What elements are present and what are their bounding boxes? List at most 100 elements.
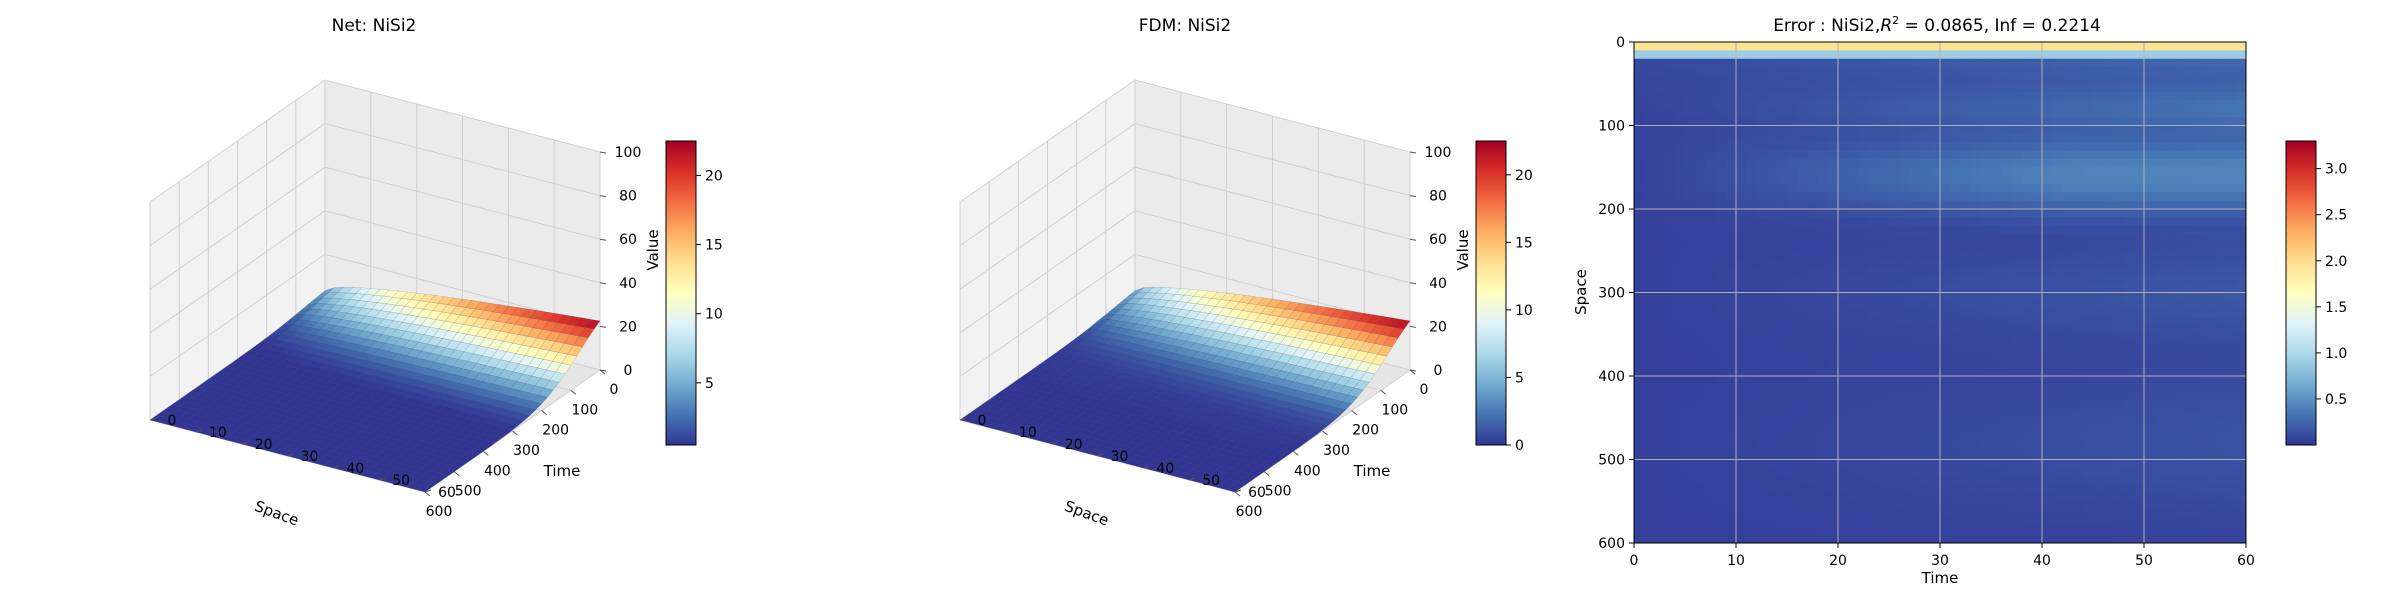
- heat-cell: [1674, 350, 1686, 360]
- heat-cell: [2031, 267, 2043, 277]
- heat-cell: [2225, 58, 2237, 68]
- heat-cell: [1838, 376, 1849, 385]
- heat-cell: [1929, 284, 1941, 294]
- surface-cell: [485, 436, 502, 444]
- heat-cell: [1899, 275, 1910, 285]
- surface-cell: [252, 369, 269, 377]
- heat-cell: [1644, 259, 1655, 269]
- heat-cell: [2154, 426, 2165, 436]
- heat-cell: [1634, 242, 1645, 252]
- heat-cell: [2123, 325, 2135, 335]
- heat-cell: [1715, 334, 1727, 344]
- heat-cell: [2042, 192, 2053, 202]
- heat-cell: [2021, 75, 2033, 85]
- heat-cell: [2113, 217, 2125, 227]
- heat-cell: [2225, 83, 2237, 93]
- heat-cell: [1980, 350, 1992, 360]
- heat-cell: [2082, 225, 2094, 235]
- surface-cell: [261, 372, 279, 380]
- heat-cell: [1929, 175, 1941, 185]
- heat-cell: [1889, 242, 1900, 252]
- heat-cell: [2225, 267, 2237, 277]
- heat-cell: [2184, 183, 2196, 193]
- heat-cell: [1807, 442, 1819, 452]
- heat-cell: [1940, 67, 1951, 76]
- heat-cell: [2225, 217, 2237, 227]
- heat-cell: [2103, 367, 2114, 377]
- heat-cell: [1746, 217, 1757, 227]
- heat-cell: [2133, 300, 2145, 310]
- surface-cell: [1318, 324, 1335, 335]
- surface-cell: [1168, 293, 1185, 302]
- heat-cell: [1736, 108, 1747, 118]
- heat-cell: [2021, 309, 2033, 319]
- heat-cell: [1746, 384, 1757, 394]
- heat-cell: [2235, 417, 2246, 427]
- heat-cell: [1848, 342, 1859, 352]
- surface-cell: [301, 388, 319, 396]
- heat-cell: [1776, 434, 1788, 444]
- heat-cell: [1817, 317, 1829, 327]
- heat-cell: [1664, 284, 1676, 294]
- heat-cell: [2093, 325, 2104, 335]
- heat-cell: [1909, 392, 1921, 402]
- surface-cell: [1239, 319, 1256, 330]
- heat-cell: [2154, 376, 2165, 385]
- heat-cell: [1878, 83, 1890, 93]
- heat-cell: [1644, 133, 1655, 143]
- heat-cell: [2174, 142, 2186, 152]
- heat-cell: [1685, 359, 1696, 369]
- y-tick: [287, 453, 294, 457]
- heat-cell: [1940, 209, 1951, 218]
- heat-cell: [2103, 292, 2114, 302]
- heat-cell: [1695, 334, 1706, 344]
- heat-cell: [1970, 167, 1982, 177]
- heat-cell: [1664, 183, 1676, 193]
- heat-cell: [1776, 342, 1788, 352]
- heat-cell: [1787, 192, 1798, 202]
- heat-cell: [1970, 133, 1982, 143]
- heat-cell: [2011, 309, 2023, 319]
- heat-cell: [1827, 150, 1839, 160]
- surface-cell: [1284, 395, 1301, 404]
- heat-cell: [2082, 217, 2094, 227]
- heat-cell: [1940, 367, 1951, 377]
- heat-cell: [1736, 292, 1747, 302]
- heat-cell: [1756, 142, 1768, 152]
- heat-cell: [1817, 342, 1829, 352]
- heat-cell: [1756, 133, 1768, 143]
- heat-cell: [2082, 50, 2094, 60]
- heat-cell: [1858, 275, 1870, 285]
- heat-cell: [1685, 83, 1696, 93]
- surface-cell: [1190, 303, 1207, 313]
- heat-cell: [1868, 183, 1880, 193]
- heat-cell: [1878, 67, 1890, 76]
- heat-cell: [1634, 125, 1645, 135]
- heat-cell: [2144, 125, 2155, 135]
- heat-cell: [1868, 133, 1880, 143]
- heat-cell: [1756, 334, 1768, 344]
- heat-cell: [2082, 259, 2094, 269]
- heat-cell: [1909, 42, 1921, 51]
- heat-cell: [2011, 300, 2023, 310]
- heat-cell: [1736, 409, 1747, 419]
- heat-cell: [1960, 325, 1972, 335]
- heat-cell: [1991, 142, 2002, 152]
- heat-cell: [1705, 259, 1717, 269]
- heat-cell: [2021, 350, 2033, 360]
- heat-cell: [1868, 392, 1880, 402]
- heat-cell: [1776, 67, 1788, 76]
- heat-cell: [1746, 309, 1757, 319]
- heat-cell: [2123, 42, 2135, 51]
- heat-cell: [1756, 325, 1768, 335]
- heat-cell: [2184, 417, 2196, 427]
- heat-cell: [2174, 325, 2186, 335]
- heat-cell: [1695, 234, 1706, 243]
- heat-cell: [2082, 300, 2094, 310]
- heat-cell: [1991, 100, 2002, 110]
- heat-cell: [2062, 392, 2074, 402]
- heat-cell: [1980, 142, 1992, 152]
- heat-cell: [1654, 334, 1666, 344]
- heat-cell: [2164, 417, 2176, 427]
